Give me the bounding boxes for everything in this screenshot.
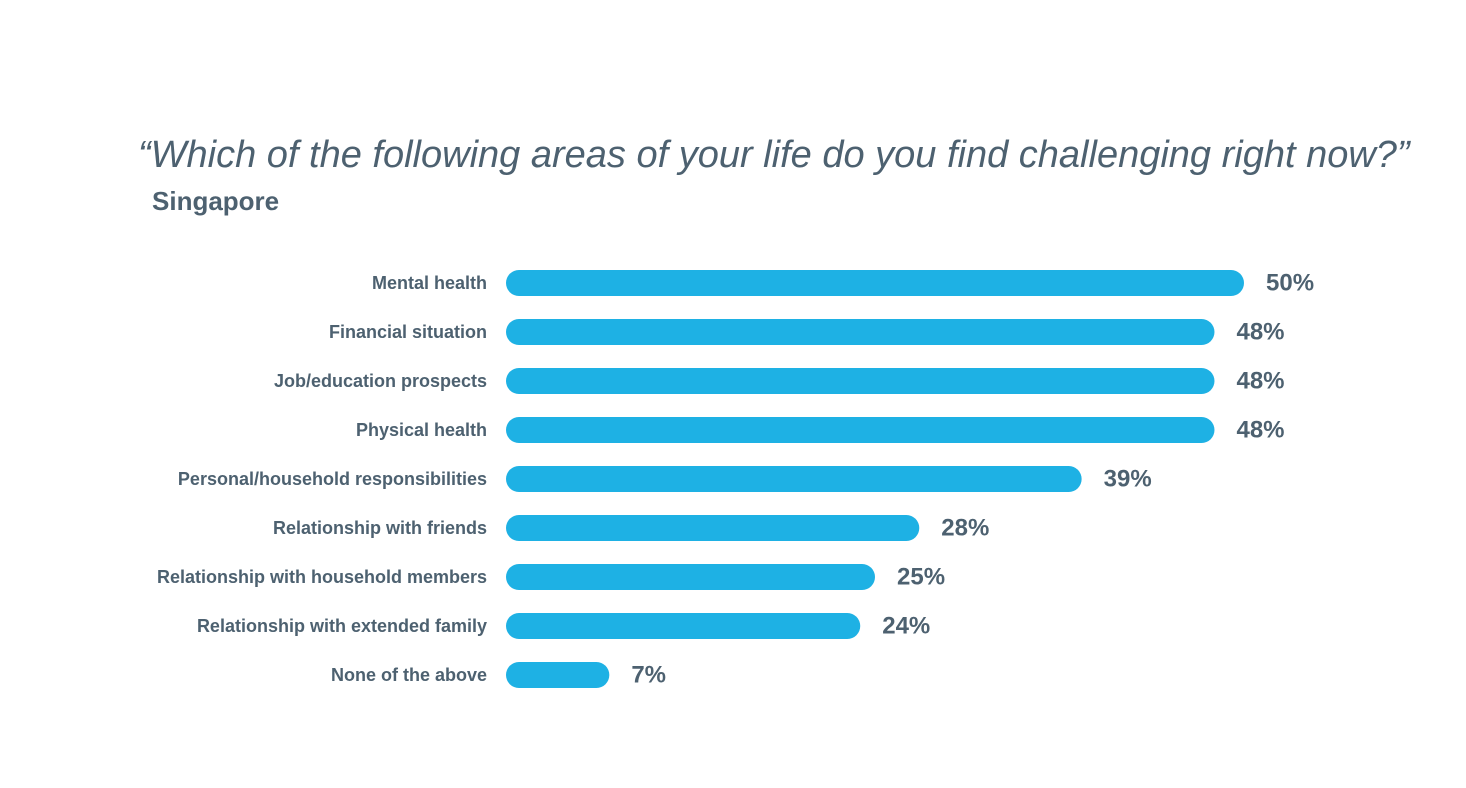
bar <box>506 319 1215 345</box>
category-label: Job/education prospects <box>274 371 487 391</box>
value-label: 25% <box>897 564 945 591</box>
bar <box>506 270 1244 296</box>
category-label: None of the above <box>331 665 487 685</box>
category-label: Relationship with household members <box>157 567 487 587</box>
category-label: Relationship with friends <box>273 518 487 538</box>
category-label: Relationship with extended family <box>197 616 487 636</box>
bar <box>506 515 920 541</box>
value-label: 48% <box>1236 368 1284 395</box>
chart-title: “Which of the following areas of your li… <box>138 134 1410 176</box>
bar <box>506 466 1082 492</box>
value-label: 50% <box>1266 270 1314 297</box>
value-label: 48% <box>1236 319 1284 346</box>
bar <box>506 613 861 639</box>
category-label: Physical health <box>356 420 487 440</box>
chart-subtitle: Singapore <box>152 186 280 216</box>
value-label: 48% <box>1236 417 1284 444</box>
bar <box>506 368 1215 394</box>
category-label: Financial situation <box>329 322 487 342</box>
value-label: 28% <box>941 515 989 542</box>
bar <box>506 564 875 590</box>
bar <box>506 662 610 688</box>
category-label: Personal/household responsibilities <box>178 469 487 489</box>
value-label: 24% <box>882 613 930 640</box>
value-label: 7% <box>631 662 666 689</box>
value-label: 39% <box>1104 466 1152 493</box>
bar <box>506 417 1215 443</box>
category-label: Mental health <box>372 273 487 293</box>
